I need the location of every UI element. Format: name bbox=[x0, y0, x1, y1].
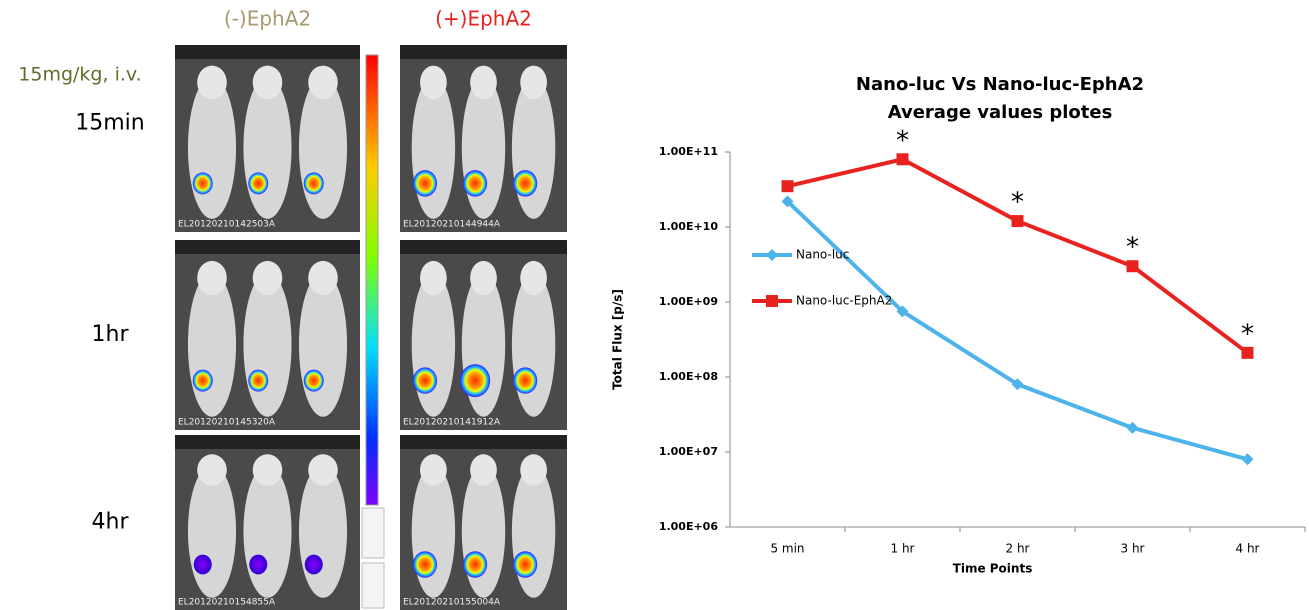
signal bbox=[249, 554, 268, 575]
mouse-head bbox=[308, 260, 338, 296]
data-point bbox=[1241, 453, 1254, 466]
image-header bbox=[400, 240, 567, 254]
y-tick-label: 1.00E+08 bbox=[659, 370, 718, 383]
data-point bbox=[896, 153, 909, 166]
image-header bbox=[400, 435, 567, 449]
signal bbox=[460, 364, 491, 398]
legend-label: Nano-luc-EphA2 bbox=[796, 294, 892, 308]
image-header bbox=[175, 45, 360, 59]
column-label: (-)EphA2 bbox=[224, 7, 311, 31]
data-point bbox=[1241, 346, 1254, 359]
mouse-head bbox=[197, 260, 227, 296]
signal bbox=[413, 551, 438, 578]
data-point bbox=[1126, 260, 1139, 273]
y-tick-label: 1.00E+06 bbox=[659, 520, 719, 533]
signal bbox=[413, 170, 438, 197]
row-label: 1hr bbox=[92, 322, 130, 347]
signal bbox=[248, 172, 269, 195]
signal bbox=[513, 551, 538, 578]
series-line bbox=[786, 199, 1249, 462]
mouse-head bbox=[197, 454, 227, 486]
signal bbox=[192, 369, 213, 392]
mouse-head bbox=[470, 260, 497, 296]
annotation: * bbox=[1011, 188, 1024, 218]
mouse-head bbox=[420, 65, 447, 100]
chart-title: Average values plotes bbox=[888, 102, 1113, 123]
signal bbox=[193, 554, 212, 575]
x-tick-label: 2 hr bbox=[1006, 542, 1030, 556]
mouse-head bbox=[308, 65, 338, 100]
signal bbox=[248, 369, 269, 392]
x-axis-label: Time Points bbox=[953, 562, 1033, 576]
data-point bbox=[1011, 378, 1024, 391]
legend-marker bbox=[766, 249, 778, 261]
y-tick-label: 1.00E+10 bbox=[659, 220, 719, 233]
signal bbox=[303, 172, 324, 195]
data-point bbox=[1011, 215, 1024, 228]
image-id: EL20120210155004A bbox=[403, 598, 501, 608]
mouse-head bbox=[420, 454, 447, 486]
mouse-head bbox=[252, 454, 283, 486]
mouse-head bbox=[520, 454, 547, 486]
data-point bbox=[1126, 421, 1139, 434]
mouse-head bbox=[252, 65, 283, 100]
signal bbox=[304, 554, 323, 575]
mouse-head bbox=[252, 260, 283, 296]
signal bbox=[192, 172, 213, 195]
y-tick-label: 1.00E+09 bbox=[659, 295, 718, 308]
data-point bbox=[781, 195, 794, 208]
image-id: EL20120210144944A bbox=[403, 220, 501, 230]
dose-label: 15mg/kg, i.v. bbox=[18, 64, 141, 86]
y-axis-label: Total Flux [p/s] bbox=[611, 289, 625, 390]
image-id: EL20120210141912A bbox=[403, 418, 501, 428]
color-scale-box bbox=[361, 562, 385, 609]
color-bar bbox=[365, 54, 379, 506]
row-label: 4hr bbox=[92, 510, 130, 535]
image-id: EL20120210154855A bbox=[178, 598, 276, 608]
x-tick-label: 4 hr bbox=[1236, 542, 1260, 556]
mouse-head bbox=[197, 65, 227, 100]
signal bbox=[513, 170, 538, 197]
y-tick-label: 1.00E+11 bbox=[659, 145, 718, 158]
mouse-head bbox=[308, 454, 338, 486]
signal bbox=[513, 367, 538, 394]
signal bbox=[463, 551, 488, 578]
annotation: * bbox=[1126, 233, 1139, 263]
x-tick-label: 3 hr bbox=[1121, 542, 1145, 556]
x-tick-label: 1 hr bbox=[891, 542, 915, 556]
image-header bbox=[400, 45, 567, 59]
data-point bbox=[896, 305, 909, 318]
row-label: 15min bbox=[75, 111, 144, 136]
image-id: EL20120210142503A bbox=[178, 220, 276, 230]
legend-label: Nano-luc bbox=[796, 248, 849, 262]
mouse-head bbox=[420, 260, 447, 296]
mouse-head bbox=[520, 260, 547, 296]
color-scale-box bbox=[361, 507, 385, 559]
chart-title: Nano-luc Vs Nano-luc-EphA2 bbox=[856, 74, 1144, 95]
data-point bbox=[781, 180, 794, 193]
signal bbox=[413, 367, 438, 394]
mouse-head bbox=[470, 65, 497, 100]
mouse-head bbox=[520, 65, 547, 100]
column-label: (+)EphA2 bbox=[435, 7, 532, 31]
legend-marker bbox=[766, 295, 778, 307]
annotation: * bbox=[896, 126, 909, 156]
image-header bbox=[175, 435, 360, 449]
y-tick-label: 1.00E+07 bbox=[659, 445, 718, 458]
signal bbox=[303, 369, 324, 392]
signal bbox=[463, 170, 488, 197]
annotation: * bbox=[1241, 319, 1254, 349]
mouse-head bbox=[470, 454, 497, 486]
x-tick-label: 5 min bbox=[770, 542, 804, 556]
image-header bbox=[175, 240, 360, 254]
image-id: EL20120210145320A bbox=[178, 418, 276, 428]
